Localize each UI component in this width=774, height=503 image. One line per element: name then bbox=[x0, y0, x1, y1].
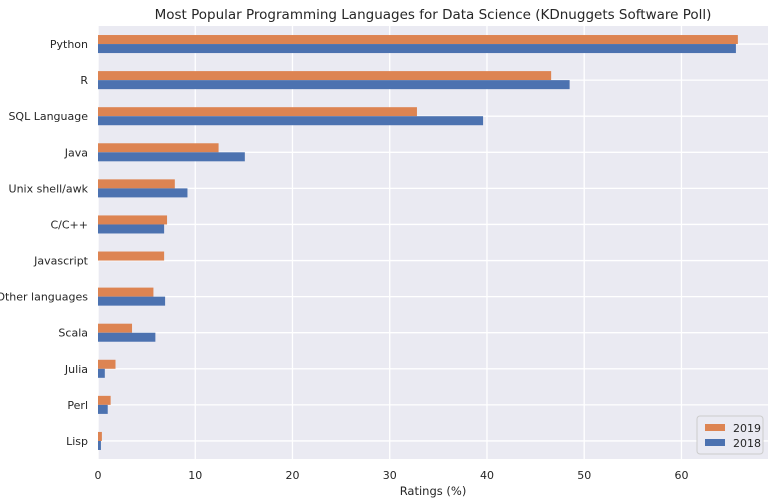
bar-2018-9 bbox=[98, 368, 105, 378]
bar-2018-3 bbox=[98, 152, 245, 162]
x-tick-label: 20 bbox=[285, 469, 299, 482]
y-tick-label: Other languages bbox=[0, 291, 88, 304]
bar-2019-2 bbox=[98, 107, 417, 117]
bar-2019-8 bbox=[98, 323, 133, 333]
bar-2019-3 bbox=[98, 143, 219, 153]
y-tick-label: Lisp bbox=[66, 435, 88, 448]
bar-2018-8 bbox=[98, 332, 156, 342]
y-tick-label: Julia bbox=[64, 363, 88, 376]
bar-2019-4 bbox=[98, 179, 175, 189]
y-tick-label: R bbox=[80, 74, 88, 87]
x-tick-label: 50 bbox=[577, 469, 591, 482]
x-axis-label: Ratings (%) bbox=[400, 484, 467, 498]
legend-label: 2019 bbox=[733, 422, 761, 435]
y-tick-label: C/C++ bbox=[50, 218, 88, 231]
x-tick-label: 40 bbox=[480, 469, 494, 482]
chart-title: Most Popular Programming Languages for D… bbox=[155, 7, 712, 23]
y-tick-label: Java bbox=[64, 146, 88, 159]
bars bbox=[98, 35, 738, 450]
bar-2018-4 bbox=[98, 188, 188, 198]
bar-2018-1 bbox=[98, 80, 570, 90]
bar-2019-9 bbox=[98, 359, 116, 369]
legend-swatch-2018 bbox=[705, 439, 725, 446]
bar-2019-6 bbox=[98, 251, 165, 261]
x-tick-label: 10 bbox=[188, 469, 202, 482]
bar-2019-5 bbox=[98, 215, 168, 225]
bar-2018-7 bbox=[98, 296, 166, 306]
bar-2019-1 bbox=[98, 71, 552, 81]
y-tick-label: Python bbox=[50, 38, 88, 51]
legend-swatch-2019 bbox=[705, 424, 725, 431]
bar-2019-0 bbox=[98, 35, 738, 45]
bar-2019-10 bbox=[98, 395, 111, 405]
y-tick-label: Scala bbox=[58, 327, 88, 340]
y-tick-label: SQL Language bbox=[8, 110, 88, 123]
legend: 2019 2018 bbox=[696, 415, 764, 455]
y-tick-labels: Python R SQL Language Java Unix shell/awk C/C… bbox=[0, 38, 89, 448]
plot-area bbox=[98, 26, 768, 459]
y-tick-label: Javascript bbox=[33, 255, 89, 268]
x-tick-label: 0 bbox=[95, 469, 102, 482]
x-tick-label: 30 bbox=[383, 469, 397, 482]
bar-2018-5 bbox=[98, 224, 165, 234]
bar-2018-2 bbox=[98, 116, 484, 126]
bar-2018-10 bbox=[98, 404, 108, 414]
x-tick-labels: 0 10 20 30 40 50 60 bbox=[95, 469, 689, 482]
bar-2018-0 bbox=[98, 44, 736, 54]
bar-2019-7 bbox=[98, 287, 154, 297]
bar-2019-11 bbox=[98, 431, 102, 441]
y-tick-label: Perl bbox=[67, 399, 88, 412]
legend-label: 2018 bbox=[733, 437, 761, 450]
bar-2018-11 bbox=[98, 440, 101, 450]
y-tick-label: Unix shell/awk bbox=[9, 182, 89, 195]
x-tick-label: 60 bbox=[674, 469, 688, 482]
